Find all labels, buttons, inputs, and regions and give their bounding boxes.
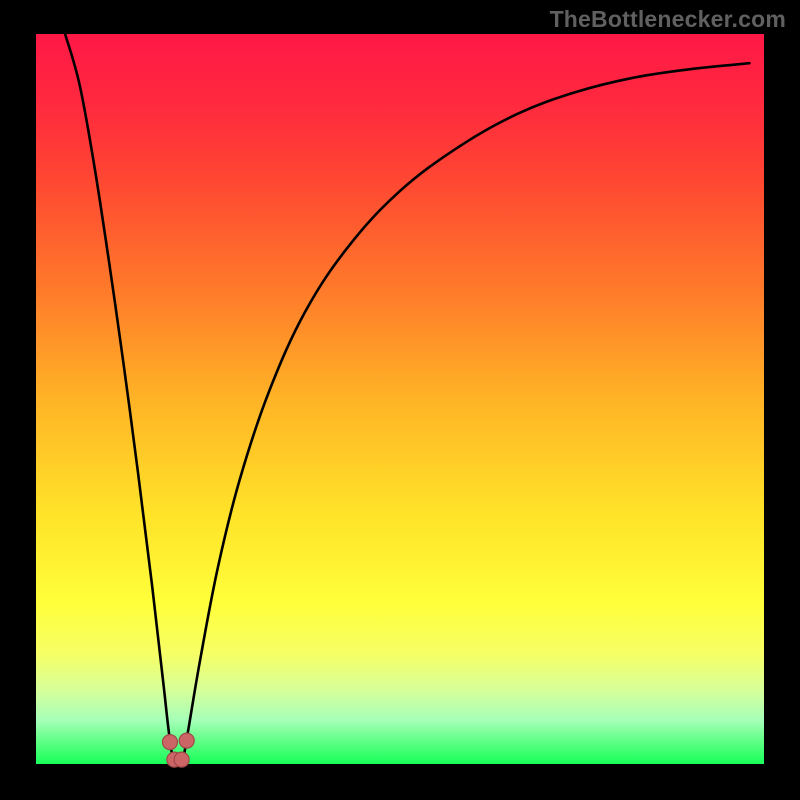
optimal-marker bbox=[179, 733, 194, 748]
chart-frame: TheBottlenecker.com bbox=[0, 0, 800, 800]
optimal-marker bbox=[162, 735, 177, 750]
bottleneck-chart bbox=[0, 0, 800, 800]
optimal-marker bbox=[174, 752, 189, 767]
watermark-text: TheBottlenecker.com bbox=[550, 6, 786, 33]
plot-background bbox=[36, 34, 764, 764]
